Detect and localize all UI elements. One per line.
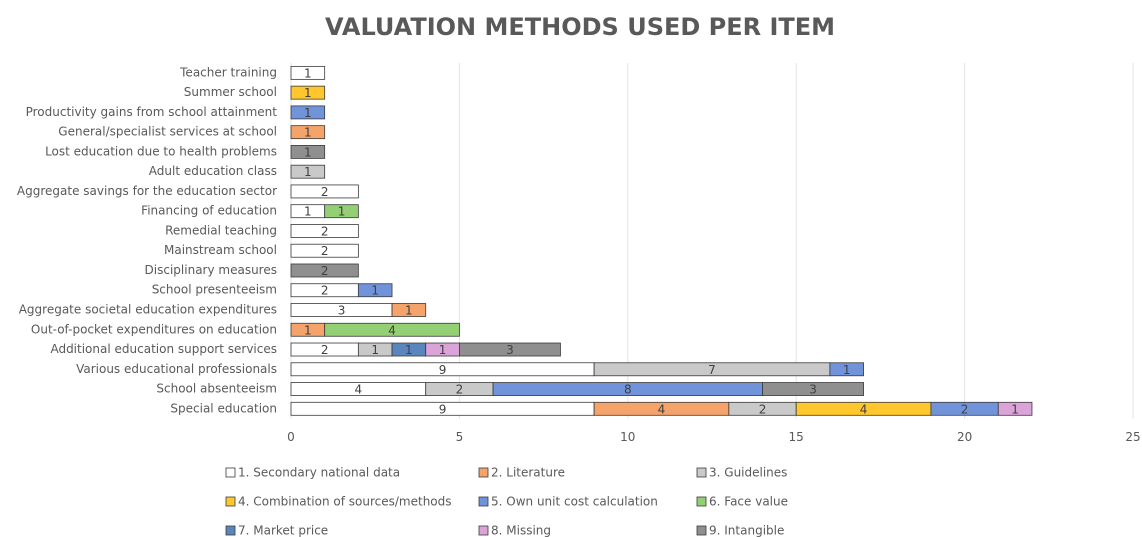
data-label: 1: [304, 86, 312, 100]
data-label: 2: [759, 402, 767, 416]
data-label: 9: [439, 363, 447, 377]
legend-label: 9. Intangible: [709, 524, 784, 537]
y-tick-label: Productivity gains from school attainmen…: [26, 105, 278, 119]
y-tick-label: Summer school: [184, 85, 277, 99]
legend-swatch: [225, 525, 236, 536]
chart-title: VALUATION METHODS USED PER ITEM: [325, 13, 835, 41]
y-tick-label: School presenteeism: [152, 283, 277, 297]
bar-segment: [762, 382, 864, 396]
y-tick-label: Aggregate savings for the education sect…: [17, 184, 277, 198]
legend-swatch: [225, 467, 236, 478]
legend-swatch: [696, 467, 707, 478]
data-label: 7: [708, 363, 716, 377]
legend-swatch: [696, 496, 707, 507]
legend-label: 1. Secondary national data: [238, 466, 400, 480]
bar-segment: [324, 322, 460, 337]
data-label: 1: [304, 205, 312, 219]
y-tick-label: Aggregate societal education expenditure…: [19, 303, 277, 317]
bar-segment: [290, 164, 326, 179]
data-label: 2: [321, 264, 329, 278]
data-label: 1: [405, 343, 413, 357]
bar-segment: [391, 303, 427, 317]
data-label: 2: [456, 383, 464, 397]
data-label: 1: [371, 343, 379, 357]
y-tick-label: School absenteeism: [156, 382, 277, 396]
data-label: 2: [321, 343, 329, 357]
bar-segment: [290, 243, 359, 258]
data-label: 1: [304, 106, 312, 120]
legend-label: 3. Guidelines: [709, 466, 787, 480]
bar-segment: [290, 65, 326, 80]
x-tick-label: 20: [957, 430, 972, 444]
data-label: 1: [304, 323, 312, 337]
data-label: 1: [304, 145, 312, 159]
data-label: 1: [304, 66, 312, 80]
legend-label: 7. Market price: [238, 524, 328, 537]
legend-label: 5. Own unit cost calculation: [491, 495, 658, 509]
bar-segment: [290, 184, 359, 199]
bar-segment: [290, 224, 359, 238]
x-tick-label: 15: [789, 430, 804, 444]
bar-segment: [357, 283, 393, 298]
bar-segment: [829, 362, 864, 377]
data-label: 1: [439, 343, 447, 357]
data-label: 1: [405, 304, 413, 318]
bar-segment: [324, 204, 359, 219]
legend-swatch: [478, 525, 489, 536]
data-label: 4: [355, 383, 363, 397]
data-label: 4: [860, 402, 868, 416]
data-label: 4: [388, 323, 396, 337]
data-label: 2: [961, 402, 969, 416]
data-label: 3: [338, 304, 346, 318]
bar-segment: [458, 342, 561, 357]
x-tick-label: 25: [1125, 430, 1140, 444]
data-label: 3: [809, 383, 817, 397]
legend-swatch: [478, 496, 489, 507]
y-tick-label: Additional education support services: [50, 342, 277, 356]
data-label: 1: [843, 363, 851, 377]
legend-swatch: [478, 467, 489, 478]
data-label: 1: [1011, 402, 1019, 416]
y-tick-label: Financing of education: [141, 204, 277, 218]
y-tick-label: Various educational professionals: [76, 362, 277, 376]
y-tick-label: Remedial teaching: [165, 223, 277, 237]
data-label: 4: [658, 402, 666, 416]
y-tick-label: Out-of-pocket expenditures on education: [31, 322, 277, 336]
y-tick-label: Mainstream school: [164, 243, 277, 257]
data-label: 2: [321, 185, 329, 199]
data-label: 1: [304, 165, 312, 179]
y-tick-label: Special education: [170, 401, 277, 415]
y-tick-label: Adult education class: [149, 164, 277, 178]
legend-label: 8. Missing: [491, 524, 551, 537]
y-tick-label: Lost education due to health problems: [45, 144, 277, 158]
data-label: 2: [321, 244, 329, 258]
x-tick-label: 5: [456, 430, 464, 444]
data-label: 8: [624, 383, 632, 397]
bar-segment: [290, 85, 326, 100]
y-tick-label: Disciplinary measures: [145, 263, 277, 277]
legend-label: 6. Face value: [709, 495, 788, 509]
bar-segment: [290, 145, 326, 159]
bar-segment: [997, 401, 1033, 416]
y-tick-label: General/specialist services at school: [58, 125, 277, 139]
bar-segment: [290, 105, 326, 120]
data-label: 9: [439, 402, 447, 416]
legend-swatch: [225, 496, 236, 507]
legend-label: 4. Combination of sources/methods: [238, 495, 452, 509]
data-label: 2: [321, 284, 329, 298]
x-tick-label: 10: [620, 430, 635, 444]
y-tick-label: Teacher training: [179, 65, 277, 79]
x-tick-label: 0: [287, 430, 295, 444]
data-label: 1: [338, 205, 346, 219]
legend-swatch: [696, 525, 707, 536]
data-label: 1: [371, 284, 379, 298]
bar-segment: [290, 125, 326, 140]
data-label: 2: [321, 224, 329, 238]
data-label: 3: [506, 343, 514, 357]
bar-segment: [290, 263, 359, 278]
legend-label: 2. Literature: [491, 466, 565, 480]
data-label: 1: [304, 126, 312, 140]
